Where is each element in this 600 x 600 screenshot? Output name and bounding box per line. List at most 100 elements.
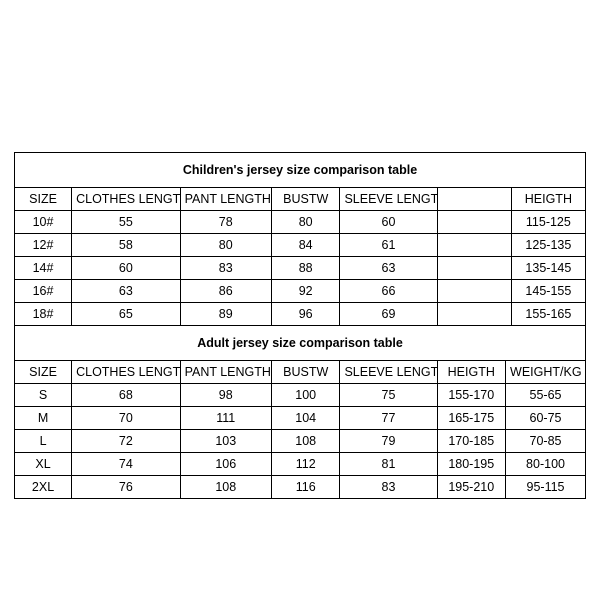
- cell: 100: [271, 384, 340, 407]
- cell: 55: [72, 211, 180, 234]
- col-bustw: BUSTW: [271, 188, 340, 211]
- children-title-row: Children's jersey size comparison table: [15, 153, 586, 188]
- cell: 112: [271, 453, 340, 476]
- cell: XL: [15, 453, 72, 476]
- table-row: 18# 65 89 96 69 155-165: [15, 303, 586, 326]
- table-row: S 68 98 100 75 155-170 55-65: [15, 384, 586, 407]
- cell: 180-195: [437, 453, 506, 476]
- cell: 65: [72, 303, 180, 326]
- table-row: L 72 103 108 79 170-185 70-85: [15, 430, 586, 453]
- col-size: SIZE: [15, 188, 72, 211]
- cell: 81: [340, 453, 437, 476]
- cell: 12#: [15, 234, 72, 257]
- cell: 106: [180, 453, 271, 476]
- col-clothes: CLOTHES LENGTH: [72, 361, 180, 384]
- adult-header-row: SIZE CLOTHES LENGTH PANT LENGTH BUSTW SL…: [15, 361, 586, 384]
- cell: 115-125: [511, 211, 585, 234]
- adult-title: Adult jersey size comparison table: [15, 326, 586, 361]
- cell: 83: [180, 257, 271, 280]
- cell: 68: [72, 384, 180, 407]
- cell: 14#: [15, 257, 72, 280]
- cell: [437, 303, 511, 326]
- cell: 79: [340, 430, 437, 453]
- cell: 72: [72, 430, 180, 453]
- cell: 55-65: [506, 384, 586, 407]
- cell: 195-210: [437, 476, 506, 499]
- table-row: 10# 55 78 80 60 115-125: [15, 211, 586, 234]
- cell: 2XL: [15, 476, 72, 499]
- cell: 80-100: [506, 453, 586, 476]
- cell: S: [15, 384, 72, 407]
- cell: 84: [271, 234, 340, 257]
- cell: 155-165: [511, 303, 585, 326]
- cell: 74: [72, 453, 180, 476]
- children-header-row: SIZE CLOTHES LENGTH PANT LENGTH BUSTW SL…: [15, 188, 586, 211]
- cell: [437, 257, 511, 280]
- cell: 77: [340, 407, 437, 430]
- col-sleeve: SLEEVE LENGTH: [340, 361, 437, 384]
- cell: 76: [72, 476, 180, 499]
- col-height: HEIGTH: [511, 188, 585, 211]
- cell: 104: [271, 407, 340, 430]
- cell: 16#: [15, 280, 72, 303]
- cell: 18#: [15, 303, 72, 326]
- col-bustw: BUSTW: [271, 361, 340, 384]
- adult-title-row: Adult jersey size comparison table: [15, 326, 586, 361]
- cell: 63: [340, 257, 437, 280]
- cell: 116: [271, 476, 340, 499]
- cell: 61: [340, 234, 437, 257]
- cell: [437, 280, 511, 303]
- adult-size-table: Adult jersey size comparison table SIZE …: [14, 325, 586, 499]
- table-row: 16# 63 86 92 66 145-155: [15, 280, 586, 303]
- cell: 165-175: [437, 407, 506, 430]
- cell: 58: [72, 234, 180, 257]
- cell: L: [15, 430, 72, 453]
- cell: 98: [180, 384, 271, 407]
- cell: 80: [271, 211, 340, 234]
- cell: 63: [72, 280, 180, 303]
- children-title: Children's jersey size comparison table: [15, 153, 586, 188]
- cell: 92: [271, 280, 340, 303]
- cell: 70-85: [506, 430, 586, 453]
- cell: 145-155: [511, 280, 585, 303]
- col-pant: PANT LENGTH: [180, 361, 271, 384]
- cell: 125-135: [511, 234, 585, 257]
- cell: 108: [271, 430, 340, 453]
- cell: 95-115: [506, 476, 586, 499]
- cell: 135-145: [511, 257, 585, 280]
- table-row: XL 74 106 112 81 180-195 80-100: [15, 453, 586, 476]
- cell: 80: [180, 234, 271, 257]
- tables-wrap: Children's jersey size comparison table …: [14, 152, 586, 499]
- table-row: 14# 60 83 88 63 135-145: [15, 257, 586, 280]
- cell: 96: [271, 303, 340, 326]
- table-row: 2XL 76 108 116 83 195-210 95-115: [15, 476, 586, 499]
- cell: 69: [340, 303, 437, 326]
- cell: M: [15, 407, 72, 430]
- cell: 108: [180, 476, 271, 499]
- cell: [437, 211, 511, 234]
- cell: 70: [72, 407, 180, 430]
- cell: 111: [180, 407, 271, 430]
- cell: 155-170: [437, 384, 506, 407]
- col-size: SIZE: [15, 361, 72, 384]
- cell: 83: [340, 476, 437, 499]
- cell: 86: [180, 280, 271, 303]
- cell: 88: [271, 257, 340, 280]
- table-row: 12# 58 80 84 61 125-135: [15, 234, 586, 257]
- cell: [437, 234, 511, 257]
- col-weight: WEIGHT/KG: [506, 361, 586, 384]
- col-clothes: CLOTHES LENGTH: [72, 188, 180, 211]
- cell: 66: [340, 280, 437, 303]
- children-size-table: Children's jersey size comparison table …: [14, 152, 586, 326]
- cell: 10#: [15, 211, 72, 234]
- col-sleeve: SLEEVE LENGTH: [340, 188, 437, 211]
- cell: 89: [180, 303, 271, 326]
- col-empty: [437, 188, 511, 211]
- col-height: HEIGTH: [437, 361, 506, 384]
- cell: 103: [180, 430, 271, 453]
- cell: 78: [180, 211, 271, 234]
- col-pant: PANT LENGTH: [180, 188, 271, 211]
- cell: 60: [72, 257, 180, 280]
- cell: 170-185: [437, 430, 506, 453]
- cell: 75: [340, 384, 437, 407]
